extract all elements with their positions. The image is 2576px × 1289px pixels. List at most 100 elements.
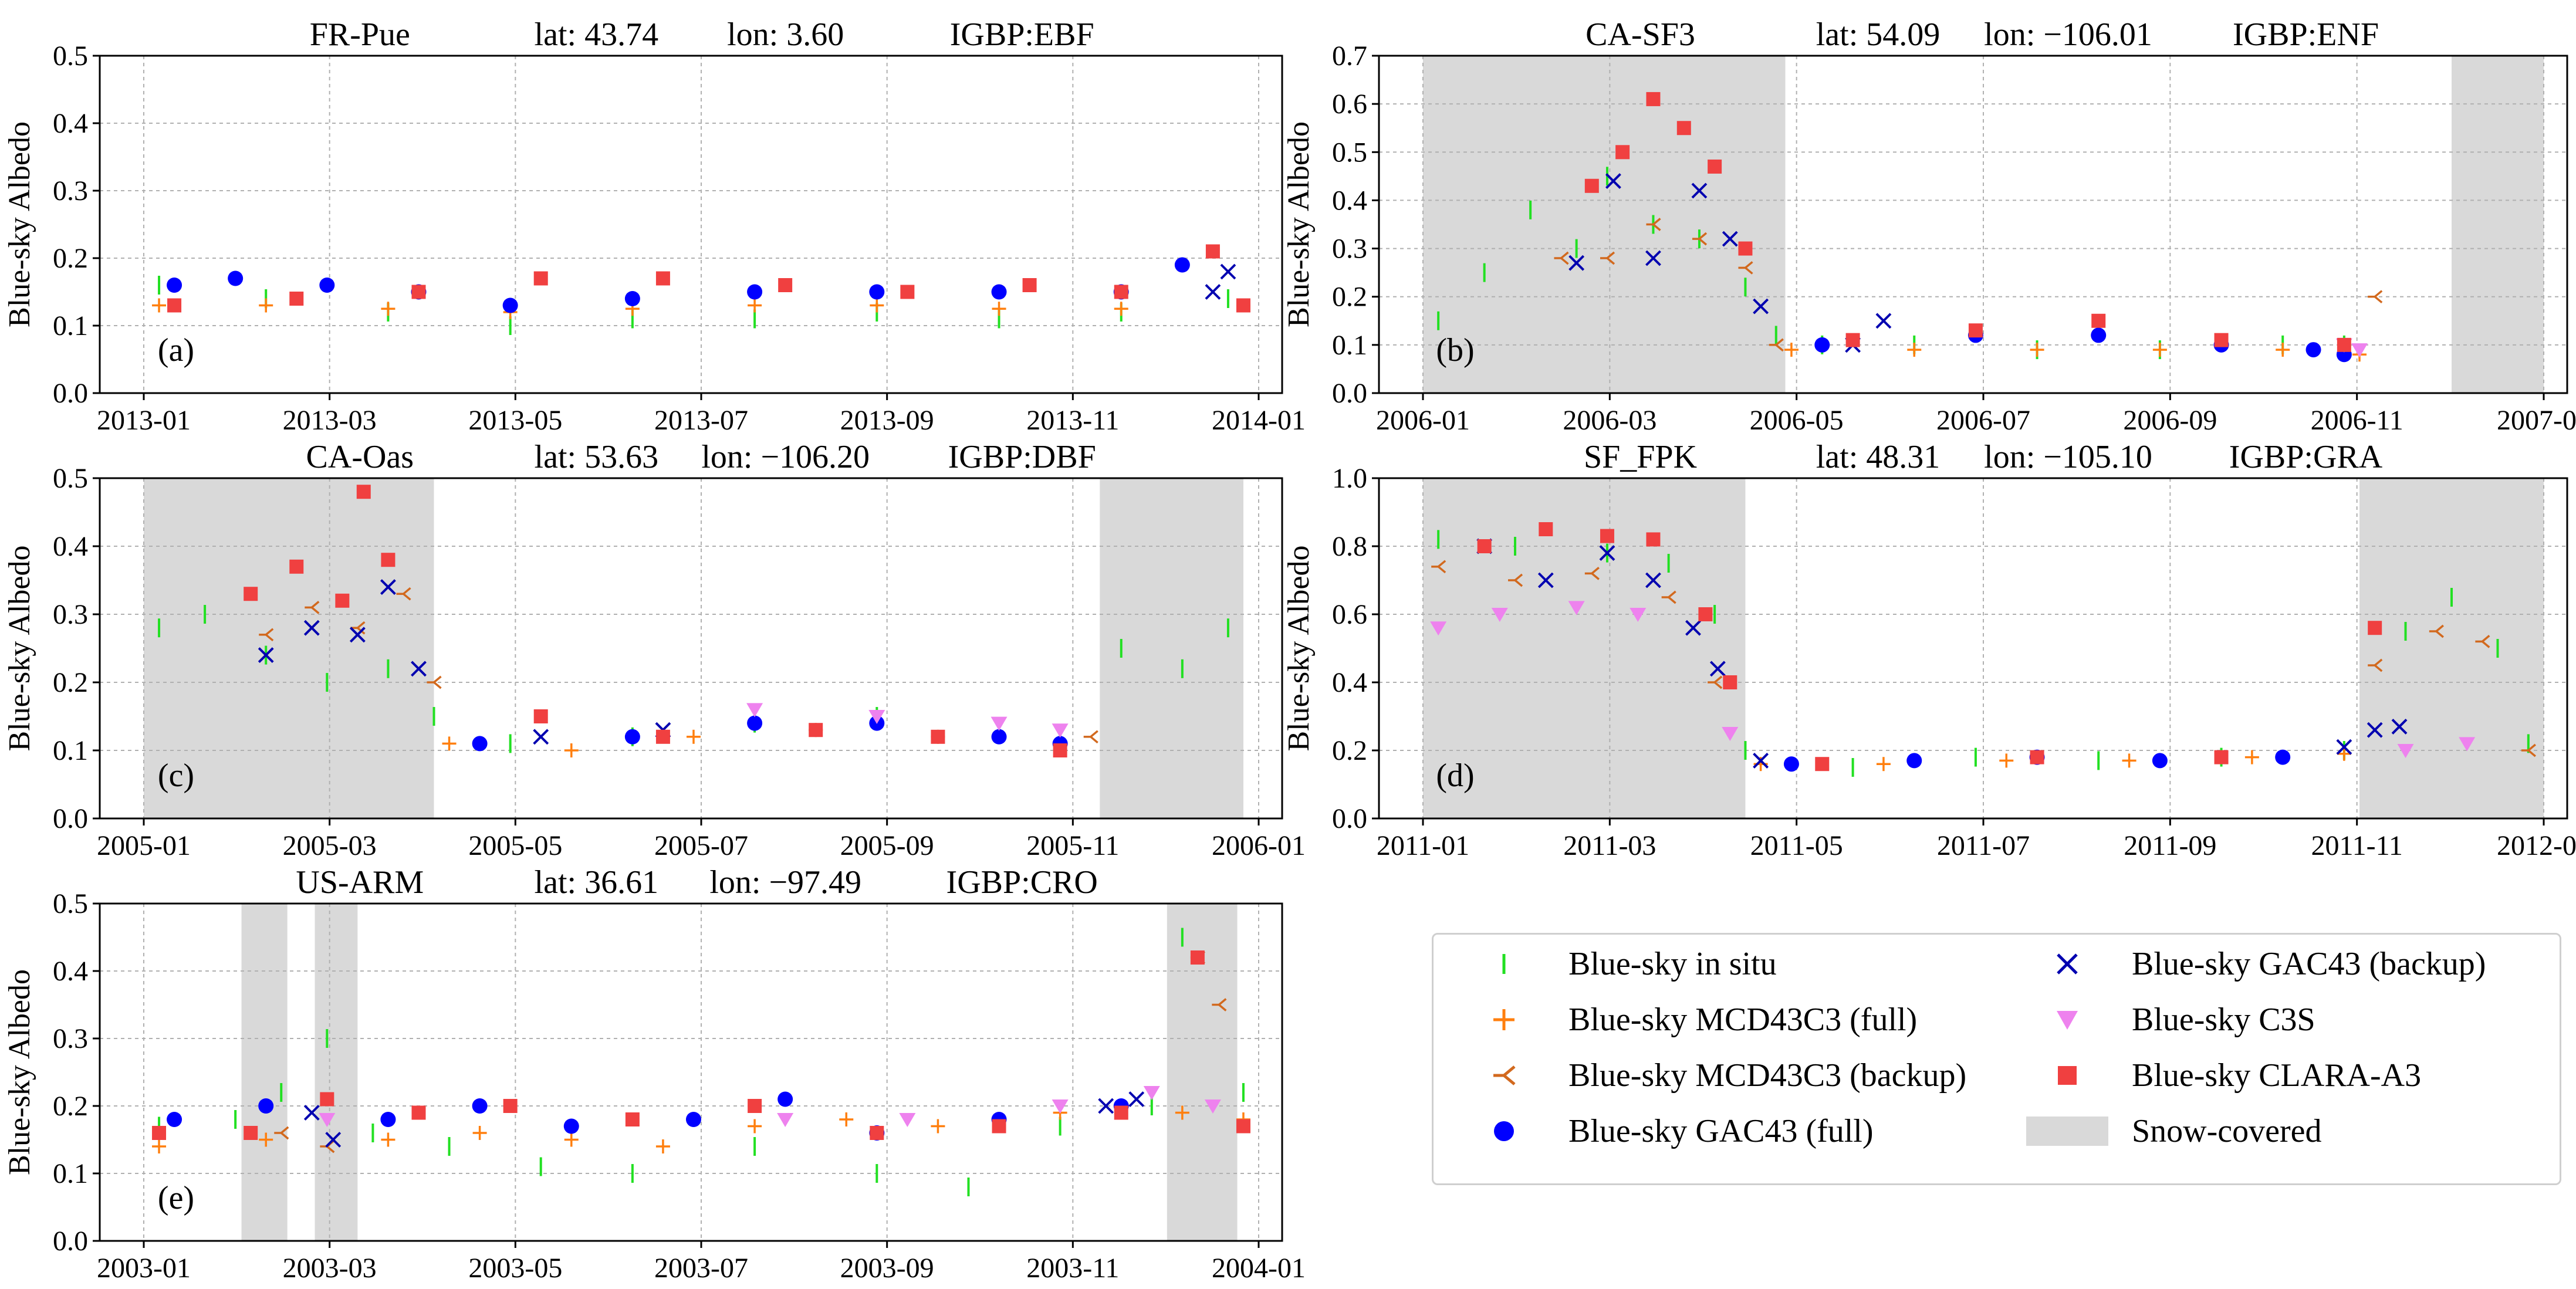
clara-mark — [1053, 743, 1067, 757]
c3s-mark — [1430, 621, 1447, 636]
ytick-label: 0.0 — [1332, 378, 1367, 409]
ylabel: Blue-sky Albedo — [3, 546, 36, 752]
snow-span — [315, 904, 358, 1241]
panel-site: FR-Pue — [310, 16, 410, 53]
legend-label: Blue-sky MCD43C3 (backup) — [1568, 1057, 1967, 1094]
gac-full-mark — [2152, 753, 2168, 769]
mcd-backup-mark — [1088, 730, 1098, 744]
ytick-label: 0.2 — [1332, 282, 1367, 313]
gac-backup-mark — [380, 579, 396, 596]
legend-item-mcd-full: Blue-sky MCD43C3 (full) — [1457, 999, 1917, 1040]
ylabel: Blue-sky Albedo — [1282, 121, 1316, 327]
c3s-mark — [2459, 737, 2476, 752]
snow-span — [241, 904, 288, 1241]
xtick-label: 2011-03 — [1563, 830, 1656, 861]
legend-label: Blue-sky GAC43 (full) — [1568, 1113, 1874, 1149]
clara-mark — [411, 1105, 426, 1120]
ytick-label: 0.8 — [1332, 531, 1367, 562]
gac-full-mark — [472, 1098, 488, 1114]
ytick-label: 0.6 — [1332, 599, 1367, 630]
ytick-label: 0.0 — [53, 803, 88, 834]
panel-igbp: IGBP:CRO — [946, 864, 1098, 901]
clara-mark — [1477, 539, 1492, 553]
gac-backup-mark — [258, 647, 274, 664]
gac-backup-mark — [1128, 1091, 1145, 1107]
xtick-label: 2012-01 — [2497, 830, 2576, 861]
gac-backup-mark — [411, 661, 427, 677]
gac-backup-mark — [325, 1132, 342, 1148]
clara-mark — [1584, 178, 1599, 193]
gac-full-mark — [747, 284, 763, 300]
gac-backup-mark — [303, 1105, 320, 1121]
ytick-label: 0.3 — [53, 175, 88, 207]
gac-full-mark — [380, 1112, 396, 1127]
gac-full-mark — [258, 1098, 274, 1114]
legend-label: Blue-sky C3S — [2132, 1002, 2315, 1038]
xtick-label: 2011-05 — [1750, 830, 1843, 861]
clara-mark — [1676, 121, 1691, 136]
xtick-label: 2003-07 — [654, 1253, 748, 1284]
legend-label: Blue-sky MCD43C3 (full) — [1568, 1002, 1918, 1038]
xtick-label: 2006-01 — [1376, 405, 1470, 436]
panel-label: (b) — [1436, 332, 1474, 368]
xtick-label: 2003-03 — [283, 1253, 377, 1284]
c3s-mark — [899, 1113, 916, 1127]
clara-mark — [1190, 950, 1205, 965]
axes-frame — [1378, 477, 2568, 820]
gac-full-mark — [869, 284, 885, 300]
clara-mark — [1114, 285, 1128, 299]
ytick-label: 0.1 — [53, 1158, 88, 1189]
panel-b: 0.0 0.1 0.2 0.3 0.4 0.5 0.6 0.7 2006-01 2006-03 20… — [1282, 16, 2576, 436]
clara-mark — [1022, 278, 1037, 292]
ylabel: Blue-sky Albedo — [3, 121, 36, 327]
panel-lon: lon: −97.49 — [709, 864, 861, 901]
clara-mark — [244, 587, 258, 601]
panel-lon: lon: −106.01 — [1984, 16, 2152, 53]
clara-mark — [870, 1126, 884, 1140]
snow-span — [144, 478, 434, 818]
ytick-label: 0.2 — [53, 1091, 88, 1122]
snow-span — [1423, 56, 1786, 393]
panel-lon: lon: −106.20 — [701, 439, 870, 475]
x-icon — [2057, 953, 2078, 975]
ytick-label: 0.0 — [53, 1226, 88, 1257]
ylabel: Blue-sky Albedo — [1282, 546, 1316, 752]
panel-lat: lat: 54.09 — [1816, 16, 1941, 53]
ytick-label: 0.1 — [53, 735, 88, 766]
ytick-label: 0.2 — [1332, 735, 1367, 766]
legend-label: Snow-covered — [2132, 1113, 2322, 1149]
xtick-label: 2005-09 — [840, 830, 934, 861]
xtick-label: 2003-09 — [840, 1253, 934, 1284]
xtick-label: 2003-01 — [97, 1253, 191, 1284]
xtick-label: 2004-01 — [1212, 1253, 1306, 1284]
snow-span — [1100, 478, 1243, 818]
clara-mark — [167, 298, 182, 313]
gac-backup-mark — [2391, 718, 2408, 735]
ytick-label: 0.3 — [53, 1023, 88, 1054]
gac-full-mark — [624, 729, 640, 745]
c3s-mark — [2351, 343, 2368, 358]
c3s-mark — [746, 703, 763, 718]
legend-item-gac-backup: Blue-sky GAC43 (backup) — [2020, 943, 2486, 984]
panel-site: SF_FPK — [1584, 439, 1697, 475]
clara-mark — [1815, 757, 1830, 772]
ytick-label: 1.0 — [1332, 463, 1367, 494]
gac-backup-mark — [1709, 661, 1726, 677]
xtick-label: 2003-05 — [468, 1253, 562, 1284]
panel-a: 0.0 0.1 0.2 0.3 0.4 0.5 2013-01 2013-03 2013-05 2… — [3, 16, 1306, 436]
axes-frame — [99, 477, 1283, 820]
c3s-mark — [1052, 723, 1069, 738]
ytick-label: 0.7 — [1332, 40, 1367, 72]
gac-backup-mark — [1685, 620, 1701, 636]
panel-c: 0.0 0.1 0.2 0.3 0.4 0.5 2005-01 2005-03 2005-05 2… — [3, 439, 1306, 861]
clara-mark — [2337, 337, 2351, 352]
clara-mark — [1708, 159, 1722, 174]
panel-site: CA-SF3 — [1586, 16, 1695, 53]
gac-full-mark — [747, 715, 763, 731]
clara-mark — [2030, 750, 2044, 764]
clara-mark — [1539, 522, 1553, 536]
c3s-mark — [1568, 601, 1585, 615]
xtick-label: 2006-09 — [2123, 405, 2217, 436]
ytick-label: 0.5 — [53, 463, 88, 494]
